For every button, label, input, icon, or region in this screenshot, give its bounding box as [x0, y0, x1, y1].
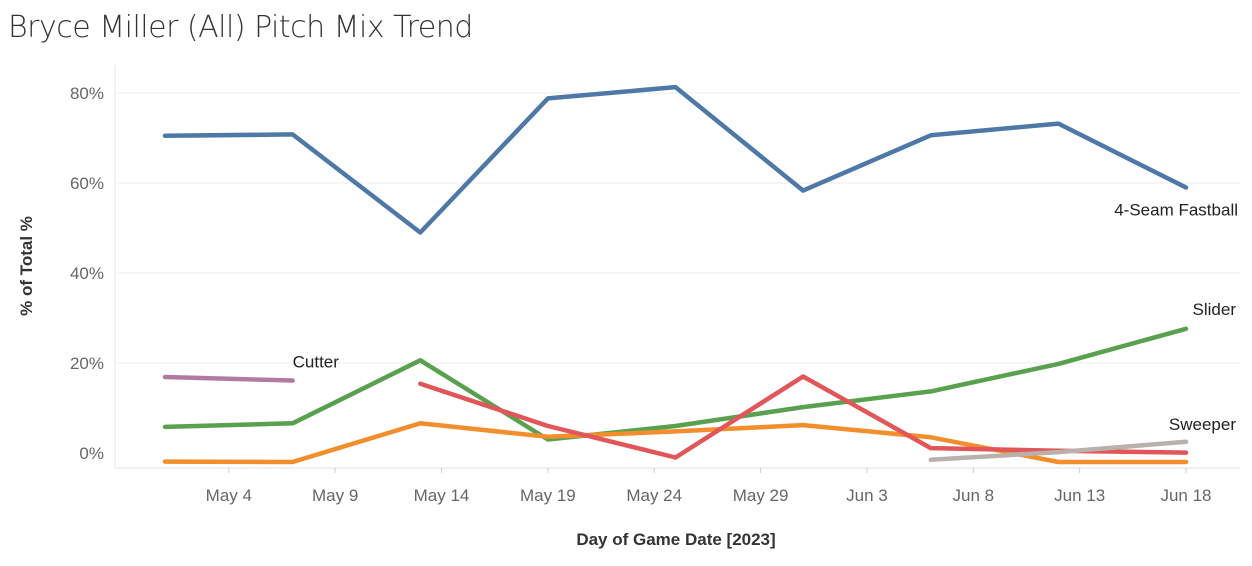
y-tick-label: 20%: [70, 354, 104, 373]
tick-labels: 0% 20% 40% 60% 80% May 4 May 9 May 14 May 19 May …: [70, 84, 1212, 505]
series-line-slider: [162, 326, 1189, 442]
series-line-4-seam-fastball: [162, 84, 1189, 235]
x-tick-label: May 4: [206, 486, 252, 505]
series-label: Sweeper: [1169, 415, 1236, 434]
series-label: 4-Seam Fastball: [1114, 201, 1238, 220]
y-tick-label: 60%: [70, 174, 104, 193]
axes: [114, 65, 1240, 473]
y-tick-label: 80%: [70, 84, 104, 103]
series-labels: 4-Seam Fastball Slider Cutter Sweeper: [293, 201, 1238, 434]
y-tick-label: 0%: [79, 444, 104, 463]
x-tick-label: May 14: [414, 486, 470, 505]
x-tick-label: May 19: [520, 486, 576, 505]
x-tick-label: May 9: [312, 486, 358, 505]
x-axis-title: Day of Game Date [2023]: [576, 530, 775, 549]
x-tick-label: Jun 13: [1054, 486, 1105, 505]
x-tick-label: May 29: [733, 486, 789, 505]
x-tick-label: Jun 18: [1160, 486, 1211, 505]
series-label: Slider: [1193, 300, 1237, 319]
series-lines: [162, 84, 1189, 465]
series-line-cutter: [162, 374, 295, 383]
y-axis-title: % of Total %: [17, 216, 36, 316]
series-label: Cutter: [293, 353, 340, 372]
x-tick-label: May 24: [626, 486, 682, 505]
series-line-curveball: [418, 374, 1189, 460]
series-line-sweeper: [928, 439, 1189, 463]
x-tick-label: Jun 8: [952, 486, 994, 505]
x-tick-label: Jun 3: [846, 486, 888, 505]
chart-title: Bryce Miller (All) Pitch Mix Trend: [8, 10, 473, 45]
y-tick-label: 40%: [70, 264, 104, 283]
